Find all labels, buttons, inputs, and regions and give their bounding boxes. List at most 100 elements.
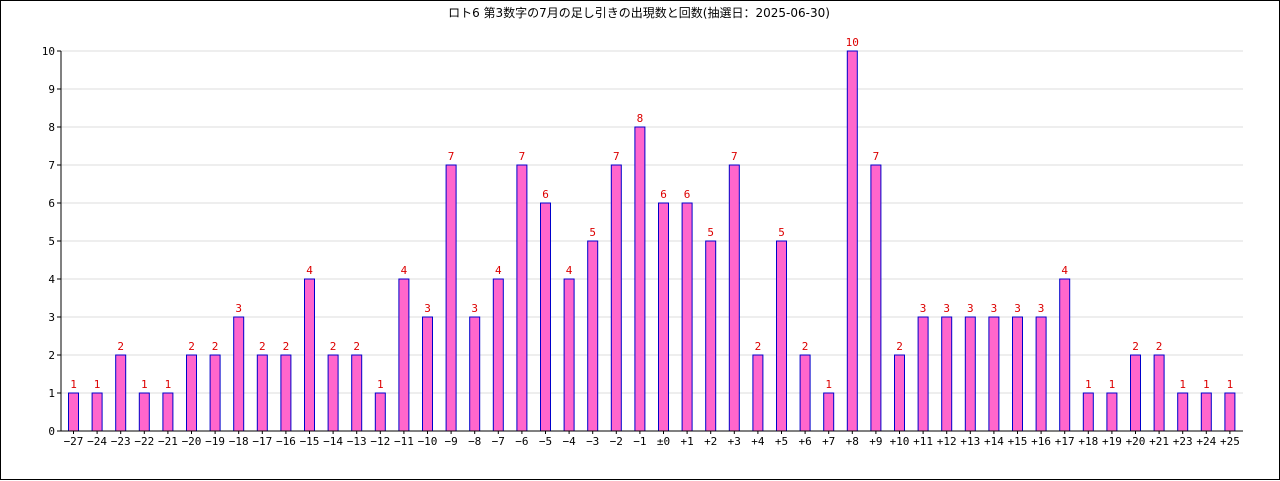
data-label: 1 — [94, 378, 101, 391]
data-label: 4 — [1061, 264, 1068, 277]
bar — [776, 240, 787, 432]
bar — [209, 354, 221, 432]
bar — [658, 202, 669, 432]
bar — [304, 278, 315, 432]
bar — [327, 354, 339, 432]
x-tick-label: −5 — [539, 435, 552, 448]
x-tick-label: +9 — [869, 435, 882, 448]
y-tick-label: 0 — [48, 425, 55, 438]
x-tick-label: +13 — [960, 435, 980, 448]
bar — [705, 240, 717, 432]
y-tick-label: 3 — [48, 311, 55, 324]
bar — [610, 164, 622, 432]
x-tick-label: −27 — [64, 435, 84, 448]
bar — [469, 316, 481, 432]
bar — [1059, 278, 1071, 432]
x-tick-label: −23 — [111, 435, 131, 448]
bar — [894, 354, 905, 432]
data-label: 2 — [1132, 340, 1139, 353]
data-label: 10 — [846, 36, 859, 49]
data-label: 2 — [259, 340, 266, 353]
data-label: 1 — [1085, 378, 1092, 391]
bar — [398, 278, 410, 432]
y-tick-label: 2 — [48, 349, 55, 362]
data-label: 3 — [1038, 302, 1045, 315]
data-label: 7 — [873, 150, 880, 163]
x-tick-label: +11 — [913, 435, 933, 448]
data-label: 1 — [1179, 378, 1186, 391]
data-label: 1 — [70, 378, 77, 391]
x-tick-label: −2 — [610, 435, 623, 448]
x-tick-label: −3 — [586, 435, 599, 448]
y-tick-label: 8 — [48, 121, 55, 134]
bar — [540, 202, 551, 432]
bar — [752, 354, 764, 432]
bar — [1224, 392, 1236, 432]
data-label: 2 — [802, 340, 809, 353]
x-tick-label: +6 — [798, 435, 811, 448]
y-tick-label: 1 — [48, 387, 55, 400]
data-label: 2 — [353, 340, 360, 353]
x-tick-label: +18 — [1078, 435, 1098, 448]
bar — [1200, 392, 1212, 432]
data-label: 1 — [1203, 378, 1210, 391]
x-tick-label: +5 — [775, 435, 788, 448]
bar — [374, 392, 386, 432]
bar — [563, 278, 575, 432]
x-tick-label: −14 — [323, 435, 343, 448]
bar — [68, 392, 79, 432]
bar — [1012, 316, 1023, 432]
y-tick-label: 5 — [48, 235, 55, 248]
bar — [799, 354, 811, 432]
bar — [91, 392, 103, 432]
data-label: 5 — [589, 226, 596, 239]
data-label: 1 — [1109, 378, 1116, 391]
bar — [1082, 392, 1094, 432]
x-tick-label: +21 — [1149, 435, 1169, 448]
x-tick-label: −20 — [182, 435, 202, 448]
x-tick-label: +14 — [984, 435, 1004, 448]
data-label: 2 — [896, 340, 903, 353]
bar — [681, 202, 693, 432]
data-label: 3 — [991, 302, 998, 315]
bar — [1177, 392, 1189, 432]
x-tick-label: +8 — [846, 435, 859, 448]
x-tick-label: −24 — [87, 435, 107, 448]
bar — [115, 354, 127, 432]
data-label: 4 — [495, 264, 502, 277]
bar — [256, 354, 268, 432]
y-tick-label: 7 — [48, 159, 55, 172]
x-tick-label: −21 — [158, 435, 178, 448]
data-label: 3 — [1014, 302, 1021, 315]
y-tick-label: 4 — [48, 273, 55, 286]
x-tick-label: +20 — [1126, 435, 1146, 448]
data-labels-layer: 1 1 2 1 1 2 2 3 2 2 4 2 2 1 4 3 7 3 4 7 6 4 5 7 8 6 6 5 7 2 5 2 1 10 7 2 3 3 3… — [70, 36, 1233, 391]
data-label: 3 — [943, 302, 950, 315]
x-tick-label: +3 — [728, 435, 741, 448]
bar — [280, 354, 292, 432]
data-label: 2 — [117, 340, 124, 353]
bar — [1130, 354, 1141, 432]
bar — [162, 392, 174, 432]
data-label: 6 — [684, 188, 691, 201]
bar — [988, 316, 1000, 432]
y-tick-label: 6 — [48, 197, 55, 210]
bar — [634, 126, 646, 432]
x-tick-label: +10 — [890, 435, 910, 448]
bar — [351, 354, 363, 432]
bar — [870, 164, 882, 432]
x-tick-label: +16 — [1031, 435, 1051, 448]
x-tick-label: +2 — [704, 435, 717, 448]
bar — [846, 50, 858, 432]
data-label: 2 — [330, 340, 337, 353]
bar — [1035, 316, 1047, 432]
x-tick-label: −8 — [468, 435, 481, 448]
data-label: 5 — [707, 226, 714, 239]
x-tick-label: +19 — [1102, 435, 1122, 448]
x-tick-label: −4 — [562, 435, 576, 448]
data-label: 5 — [778, 226, 785, 239]
data-label: 3 — [235, 302, 242, 315]
x-tick-label: −11 — [394, 435, 414, 448]
data-label: 8 — [637, 112, 644, 125]
